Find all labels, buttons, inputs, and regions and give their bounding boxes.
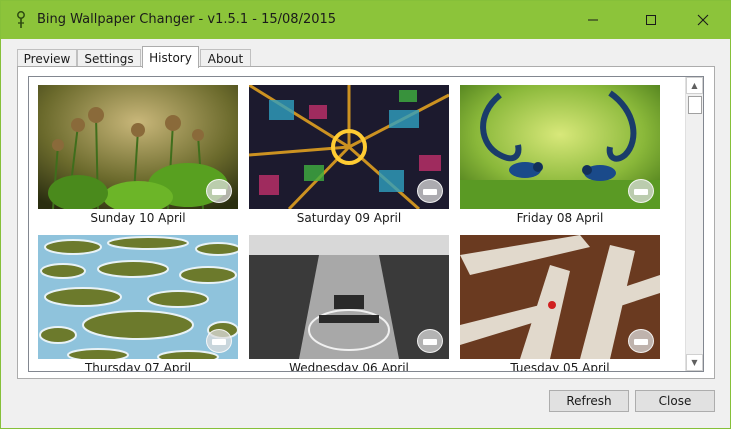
wallpaper-badge-icon bbox=[206, 179, 232, 203]
history-list[interactable]: Sunday 10 April Saturday 09 April bbox=[28, 76, 704, 372]
history-caption: Saturday 09 April bbox=[296, 211, 402, 225]
history-caption: Wednesday 06 April bbox=[289, 361, 409, 372]
history-thumbnail-crystal-cave[interactable] bbox=[460, 235, 660, 359]
maximize-button[interactable] bbox=[628, 1, 674, 39]
wallpaper-badge-icon bbox=[206, 329, 232, 353]
blue-birds-image bbox=[460, 85, 660, 209]
tab-settings[interactable]: Settings bbox=[77, 49, 141, 67]
app-icon bbox=[17, 11, 25, 28]
chevron-up-icon: ▲ bbox=[691, 81, 698, 90]
history-thumbnail-blue-birds[interactable] bbox=[460, 85, 660, 209]
tab-preview[interactable]: Preview bbox=[17, 49, 77, 67]
city-aerial-night-image bbox=[249, 85, 449, 209]
minimize-icon bbox=[588, 19, 598, 21]
history-caption: Tuesday 05 April bbox=[510, 361, 610, 372]
wallpaper-badge-icon bbox=[417, 329, 443, 353]
close-window-button[interactable] bbox=[680, 1, 726, 39]
chevron-down-icon: ▼ bbox=[691, 358, 698, 367]
history-thumbnail-fiddlehead-ferns[interactable] bbox=[38, 85, 238, 209]
history-thumbnail-olympic-stadium[interactable] bbox=[249, 235, 449, 359]
olympic-stadium-image bbox=[249, 235, 449, 359]
spotted-lake-image bbox=[38, 235, 238, 359]
minimize-button[interactable] bbox=[570, 1, 616, 39]
maximize-icon bbox=[646, 15, 656, 25]
wallpaper-badge-icon bbox=[628, 179, 654, 203]
window-title: Bing Wallpaper Changer - v1.5.1 - 15/08/… bbox=[37, 12, 337, 27]
tab-history[interactable]: History bbox=[142, 46, 199, 68]
title-bar[interactable]: Bing Wallpaper Changer - v1.5.1 - 15/08/… bbox=[1, 1, 730, 39]
fiddlehead-ferns-image bbox=[38, 85, 238, 209]
refresh-button[interactable]: Refresh bbox=[549, 390, 629, 412]
wallpaper-badge-icon bbox=[628, 329, 654, 353]
crystal-cave-image bbox=[460, 235, 660, 359]
scroll-thumb[interactable] bbox=[688, 96, 702, 114]
vertical-scrollbar[interactable]: ▲ ▼ bbox=[685, 77, 703, 371]
history-caption: Friday 08 April bbox=[516, 211, 604, 225]
history-thumbnail-spotted-lake[interactable] bbox=[38, 235, 238, 359]
close-icon bbox=[697, 14, 709, 26]
wallpaper-badge-icon bbox=[417, 179, 443, 203]
history-caption: Thursday 07 April bbox=[84, 361, 192, 372]
tab-about[interactable]: About bbox=[200, 49, 251, 67]
scroll-up-button[interactable]: ▲ bbox=[686, 77, 703, 94]
history-panel: Sunday 10 April Saturday 09 April bbox=[17, 66, 715, 379]
scroll-down-button[interactable]: ▼ bbox=[686, 354, 703, 371]
history-thumbnail-city-aerial[interactable] bbox=[249, 85, 449, 209]
history-caption: Sunday 10 April bbox=[90, 211, 186, 225]
close-button[interactable]: Close bbox=[635, 390, 715, 412]
